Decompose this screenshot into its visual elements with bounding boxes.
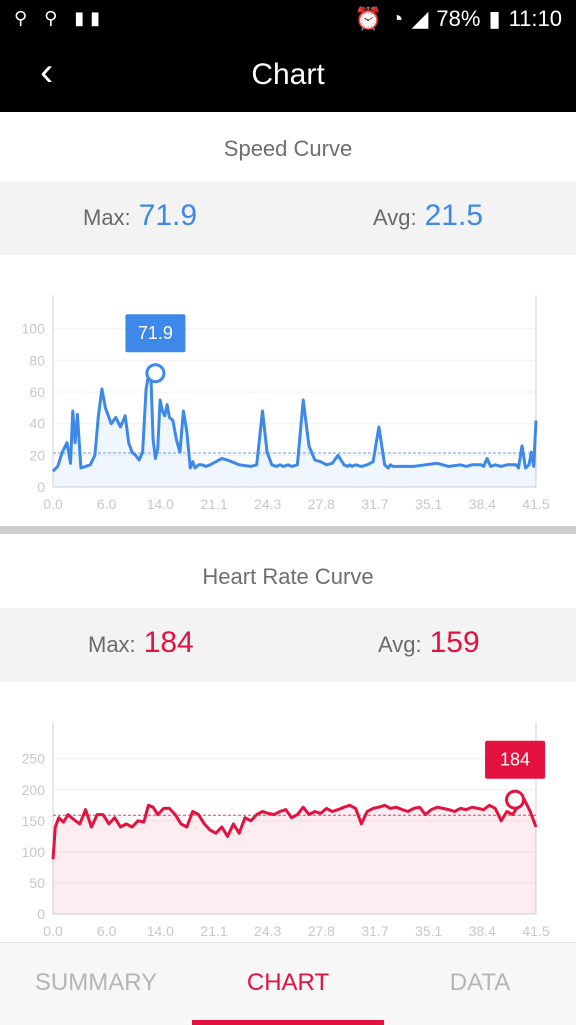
speed-max-callout-label: 71.9	[138, 323, 173, 343]
speed-y-tick-label: 100	[22, 321, 46, 337]
clock: 11:10	[508, 6, 562, 31]
speed-x-tick-label: 21.1	[200, 496, 227, 512]
speed-y-tick-label: 40	[29, 416, 45, 432]
app-bar: ‹ Chart	[0, 38, 576, 112]
speed-max-value: 71.9	[138, 199, 198, 232]
heart-x-tick-label: 27.8	[308, 923, 335, 939]
tab-chart[interactable]: CHART	[192, 943, 384, 1025]
speed-y-tick-label: 0	[37, 479, 45, 495]
tab-chart-label: CHART	[246, 969, 330, 996]
speed-avg: Avg: 21.5	[373, 199, 483, 233]
speed-x-tick-label: 14.0	[147, 496, 174, 512]
heart-max-label: Max:	[88, 632, 136, 657]
speed-x-tick-label: 24.3	[254, 496, 281, 512]
tab-active-indicator	[192, 1020, 384, 1025]
heart-y-tick-label: 0	[37, 906, 45, 922]
notification-icons: ⚲ ⚲ ▮▮	[14, 8, 107, 28]
heart-avg: Avg: 159	[378, 626, 480, 660]
heart-y-tick-label: 100	[22, 844, 46, 860]
heart-max-callout	[485, 740, 546, 779]
heart-x-tick-label: 31.7	[361, 923, 388, 939]
tab-summary[interactable]: SUMMARY	[34, 969, 158, 996]
speed-x-tick-label: 31.7	[361, 496, 388, 512]
speed-x-tick-label: 41.5	[522, 496, 549, 512]
heart-y-tick-label: 250	[22, 751, 46, 767]
heart-area-fill	[53, 799, 536, 914]
tab-bar: SUMMARY CHART DATA	[0, 942, 576, 1025]
signal-icon: ◢	[411, 6, 429, 31]
heart-x-tick-label: 41.5	[522, 923, 549, 939]
speed-max-marker	[145, 363, 166, 384]
battery-percent: 78%	[436, 6, 481, 31]
speed-series-line	[51, 371, 538, 473]
heart-x-tick-label: 6.0	[97, 923, 117, 939]
speed-y-tick-label: 80	[29, 352, 45, 368]
speed-x-tick-label: 0.0	[43, 496, 63, 512]
speed-x-tick-label: 35.1	[415, 496, 442, 512]
heart-x-tick-label: 14.0	[147, 923, 174, 939]
heart-y-tick-label: 200	[22, 782, 46, 798]
tab-data[interactable]: DATA	[449, 969, 511, 996]
heart-y-tick-label: 50	[29, 875, 45, 891]
speed-avg-label: Avg:	[373, 205, 417, 230]
speed-x-tick-label: 6.0	[97, 496, 117, 512]
speed-avg-value: 21.5	[424, 199, 484, 232]
heart-x-tick-label: 35.1	[415, 923, 442, 939]
back-icon[interactable]: ‹	[40, 50, 54, 94]
speed-x-tick-label: 38.4	[469, 496, 496, 512]
speed-stats: Max: 71.9 Avg: 21.5	[0, 181, 576, 255]
heart-avg-label: Avg:	[378, 632, 422, 657]
speed-y-tick-label: 60	[29, 384, 45, 400]
speed-x-tick-label: 27.8	[308, 496, 335, 512]
page-title: Chart	[251, 58, 325, 91]
heart-series-line	[51, 798, 538, 860]
speed-y-tick-label: 20	[29, 447, 45, 463]
wifi-icon: ◔	[390, 6, 404, 31]
speed-chart: 0 20 40 60 80 100 0.0 6.0 14.0 21.1 24.3 27.8 31.7 35…	[22, 295, 550, 512]
heart-x-tick-label: 38.4	[469, 923, 496, 939]
heart-x-tick-label: 0.0	[43, 923, 63, 939]
speed-max: Max: 71.9	[83, 199, 197, 233]
speed-max-label: Max:	[83, 205, 131, 230]
status-bar: ⚲ ⚲ ▮▮ ⏰ ◔ ◢ 78% ▮ 11:10	[0, 0, 576, 38]
section-divider	[0, 526, 576, 534]
heart-y-tick-label: 150	[22, 813, 46, 829]
battery-icon: ▮	[488, 6, 501, 31]
heart-max: Max: 184	[88, 626, 194, 660]
heart-x-tick-label: 24.3	[254, 923, 281, 939]
speed-area-fill	[53, 373, 536, 487]
speed-section-title: Speed Curve	[223, 136, 353, 161]
heart-max-value: 184	[143, 626, 194, 659]
alarm-icon: ⏰	[354, 6, 383, 31]
status-right: ⏰ ◔ ◢ 78% ▮ 11:10	[355, 6, 562, 32]
heart-max-marker	[505, 789, 526, 810]
heart-stats: Max: 184 Avg: 159	[0, 608, 576, 682]
heart-section-title: Heart Rate Curve	[202, 564, 374, 589]
heart-max-callout-label: 184	[500, 750, 530, 770]
heart-chart: 0 50 100 150 200 250 0.0 6.0 14.0 21.1 24.3 27.8 31.…	[22, 722, 550, 939]
heart-x-tick-label: 21.1	[200, 923, 227, 939]
heart-avg-value: 159	[429, 626, 480, 659]
speed-max-callout	[125, 314, 186, 353]
